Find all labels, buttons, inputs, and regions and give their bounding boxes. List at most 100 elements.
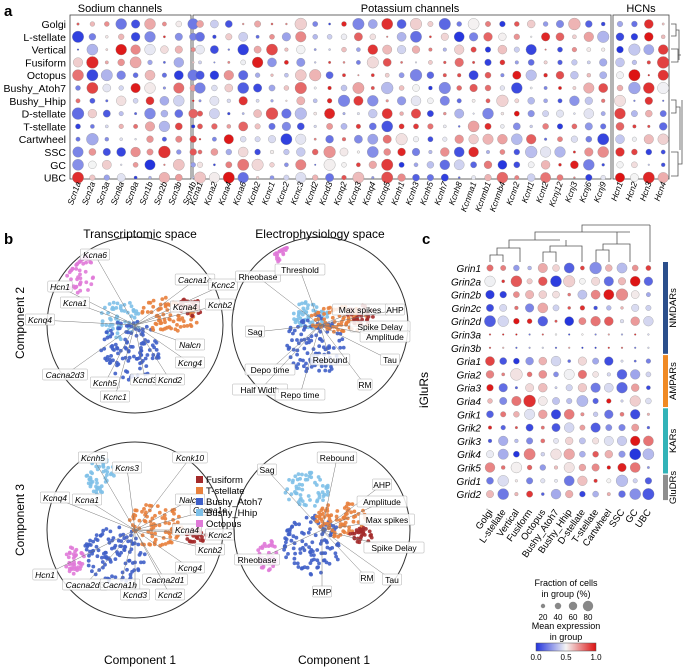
dot-hcn: [628, 69, 641, 82]
cell-point: [291, 546, 296, 551]
igluR-dot: [631, 290, 640, 299]
loading-label: Kcnh5: [81, 453, 105, 463]
loading-label: Rebound: [320, 453, 355, 463]
cell-point: [283, 246, 288, 251]
dot-potassium: [597, 30, 610, 43]
dot-potassium: [472, 60, 476, 64]
dot-potassium: [572, 34, 577, 39]
dot-sodium: [146, 148, 154, 156]
igluR-gene-label: Grin2d: [451, 317, 481, 328]
igluR-dot: [552, 304, 560, 312]
dot-potassium: [209, 108, 220, 119]
dot-potassium: [438, 82, 451, 94]
dot-potassium: [356, 47, 361, 52]
dot-potassium: [409, 69, 423, 82]
cell-point: [300, 472, 304, 477]
dot-sodium: [86, 69, 99, 81]
dot-potassium: [454, 134, 464, 144]
cell-point: [341, 529, 346, 534]
dot-sodium: [144, 18, 156, 30]
dot-potassium: [312, 21, 319, 27]
cell-point: [296, 472, 301, 476]
dot-sodium: [86, 43, 99, 56]
dot-sodium: [133, 124, 138, 129]
cell-point: [121, 375, 125, 380]
dot-potassium: [530, 35, 533, 38]
loading-label-box: [60, 296, 90, 309]
loading-line: [254, 324, 321, 333]
igluR-gene-label: Gria1: [457, 357, 481, 368]
cell-point: [305, 306, 310, 311]
igluR-dot: [594, 346, 597, 349]
cell-point: [108, 334, 113, 339]
dot-potassium: [312, 148, 319, 156]
cell-point: [294, 491, 299, 496]
dot-potassium: [284, 60, 289, 65]
dot-sodium: [119, 137, 123, 141]
cell-point: [302, 337, 307, 342]
igluR-dot: [501, 372, 505, 377]
cell-point: [350, 502, 355, 506]
cell-point: [87, 553, 91, 558]
cell-point: [336, 541, 340, 546]
igluR-dot: [551, 409, 561, 420]
cell-point: [311, 347, 316, 351]
cell-point: [320, 490, 325, 495]
dot-potassium: [370, 86, 375, 90]
cell-point: [91, 564, 96, 569]
dot-potassium: [382, 134, 392, 144]
cell-point: [366, 314, 371, 319]
cell-point: [306, 530, 311, 535]
dot-potassium: [326, 123, 333, 130]
cell-point: [304, 515, 309, 520]
cell-point: [144, 324, 149, 329]
dot-sodium: [73, 57, 83, 68]
dot-sodium: [191, 61, 195, 64]
igluR-dot: [501, 279, 505, 284]
cell-point: [89, 480, 93, 485]
loading-label-box: [90, 376, 120, 389]
cell-point: [163, 508, 168, 512]
cell-point: [309, 365, 314, 369]
dot-potassium: [557, 136, 563, 142]
dot-potassium: [354, 32, 363, 42]
dot-potassium: [253, 83, 262, 93]
cell-point: [120, 356, 125, 361]
cell-point: [115, 301, 120, 306]
dot-hcn: [617, 20, 624, 27]
dot-sodium: [76, 48, 80, 51]
cell-point: [320, 484, 325, 488]
cell-point: [256, 548, 261, 552]
colorbar-tick: 0.5: [560, 653, 572, 662]
igluR-dot: [537, 316, 548, 327]
igluR-dot: [515, 346, 518, 349]
igluR-dot: [554, 479, 558, 483]
dot-potassium: [457, 176, 461, 179]
dot-potassium: [511, 82, 523, 94]
dot-potassium: [209, 95, 220, 106]
dot-potassium: [266, 43, 278, 56]
cell-point: [137, 518, 142, 523]
dot-sodium: [118, 111, 124, 117]
loading-label-box: [172, 523, 202, 536]
igluR-dot: [632, 264, 639, 272]
loading-label: Kcnb2: [198, 545, 222, 555]
igluR-dot: [615, 474, 629, 487]
dot-potassium: [496, 94, 509, 107]
dot-sodium: [173, 159, 185, 171]
dot-potassium: [366, 56, 379, 69]
loading-label: Sag: [259, 465, 274, 475]
dot-potassium: [573, 112, 576, 115]
dot-sodium: [162, 86, 166, 90]
dot-potassium: [296, 96, 306, 106]
igluR-dot: [577, 383, 587, 393]
igluR-dot: [630, 316, 640, 326]
cell-point: [132, 354, 136, 359]
size-legend-tick: 80: [584, 613, 593, 622]
dot-potassium: [397, 96, 407, 106]
dot-potassium: [381, 18, 393, 30]
cell-point: [151, 353, 156, 357]
dot-sodium: [173, 57, 184, 68]
cell-point: [134, 536, 138, 541]
loading-label-box: [172, 451, 208, 464]
